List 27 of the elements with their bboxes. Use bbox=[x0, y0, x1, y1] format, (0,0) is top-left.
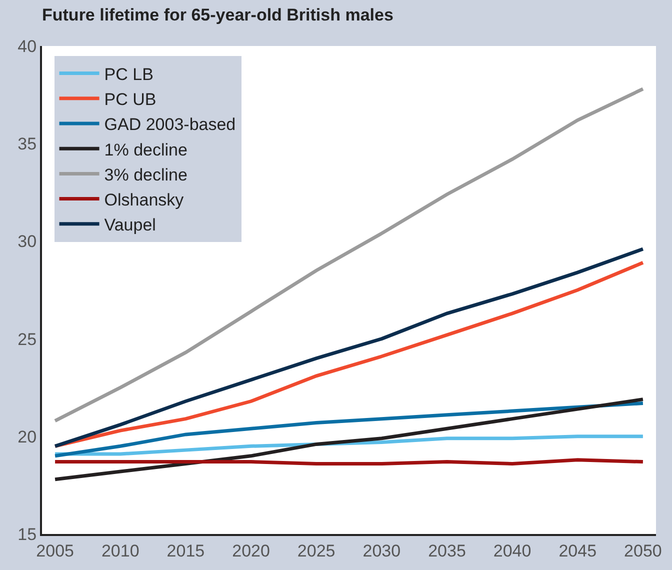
y-tick-label: 20 bbox=[18, 427, 37, 446]
y-tick-label: 25 bbox=[18, 330, 37, 349]
line-series bbox=[53, 87, 645, 423]
x-tick-label: 2030 bbox=[362, 541, 401, 560]
x-tick-label: 2020 bbox=[232, 541, 270, 560]
x-tick-label: 2050 bbox=[624, 541, 662, 560]
x-tick-label: 2005 bbox=[36, 541, 74, 560]
y-tick-label: 35 bbox=[18, 134, 37, 154]
legend-label: PC UB bbox=[104, 90, 156, 110]
x-tick-label: 2045 bbox=[558, 541, 597, 560]
x-tick-label: 2040 bbox=[493, 541, 532, 560]
line-series bbox=[53, 401, 645, 458]
y-tick-label: 30 bbox=[18, 232, 37, 252]
y-tick-label: 15 bbox=[18, 524, 37, 544]
legend-label: GAD 2003-based bbox=[104, 115, 236, 134]
legend-label: PC LB bbox=[104, 64, 154, 84]
legend-label: 1% decline bbox=[104, 140, 188, 160]
legend-label: 3% decline bbox=[104, 165, 188, 184]
chart-title: Future lifetime for 65-year-old British males bbox=[42, 5, 394, 24]
y-tick-label: 40 bbox=[18, 36, 37, 56]
legend-label: Olshansky bbox=[104, 190, 184, 210]
x-tick-label: 2035 bbox=[428, 541, 466, 560]
x-tick-label: 2010 bbox=[101, 541, 140, 560]
line-series bbox=[53, 398, 645, 482]
x-tick-label: 2015 bbox=[166, 541, 205, 560]
legend-label: Vaupel bbox=[104, 216, 156, 235]
x-tick-label: 2025 bbox=[297, 541, 336, 560]
